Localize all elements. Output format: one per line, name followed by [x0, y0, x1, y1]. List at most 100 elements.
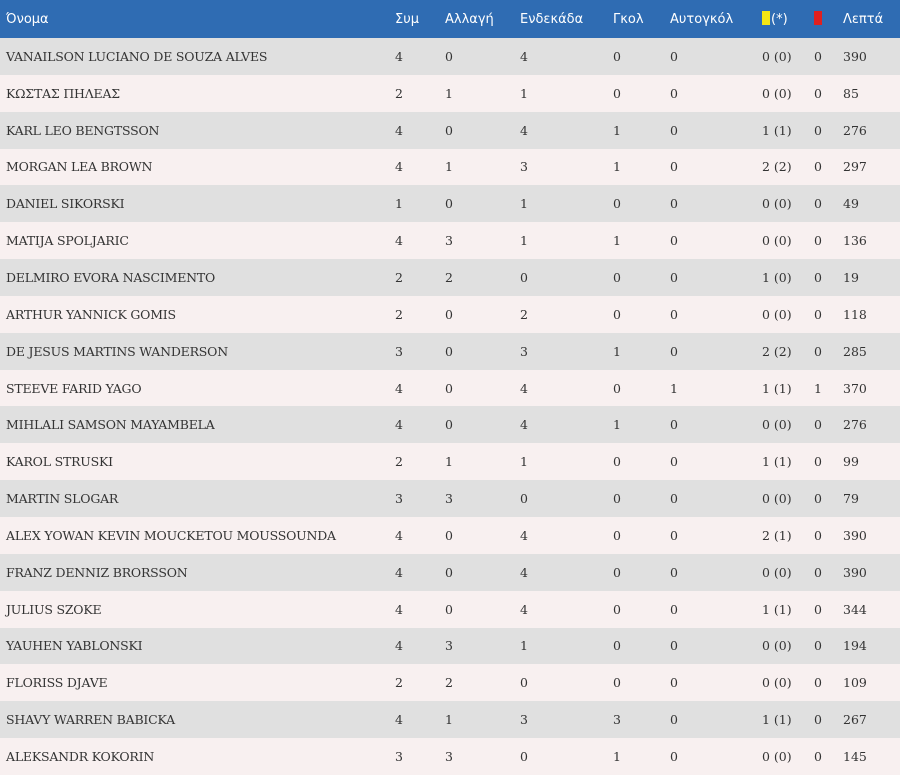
appearances-cell: 2 — [395, 454, 403, 470]
substitutions-cell: 1 — [445, 85, 453, 101]
player-name-cell: DANIEL SIKORSKI — [6, 196, 125, 212]
yellow-cards-cell: 0 (0) — [762, 85, 792, 101]
yellow-cards-cell: 1 (1) — [762, 122, 792, 138]
own-goals-cell: 0 — [670, 196, 678, 212]
goals-cell: 1 — [613, 417, 621, 433]
header-goals[interactable]: Γκολ — [613, 11, 644, 27]
red-cards-cell: 0 — [814, 527, 822, 543]
red-cards-cell: 0 — [814, 712, 822, 728]
appearances-cell: 3 — [395, 748, 403, 764]
header-red-cards[interactable] — [814, 0, 843, 38]
appearances-cell: 4 — [395, 527, 403, 543]
substitutions-cell: 0 — [445, 417, 453, 433]
header-yellow-cards[interactable]: (*) — [762, 0, 814, 38]
yellow-cards-cell: 0 (0) — [762, 748, 792, 764]
table-row: YAUHEN YABLONSKI 4 3 1 0 0 0 (0) 0 194 — [0, 627, 900, 665]
red-cards-cell: 0 — [814, 564, 822, 580]
starting-lineups-cell: 0 — [520, 748, 528, 764]
minutes-cell: 19 — [843, 269, 859, 285]
red-cards-cell: 0 — [814, 48, 822, 64]
minutes-cell: 370 — [843, 380, 867, 396]
red-cards-cell: 0 — [814, 85, 822, 101]
goals-cell: 0 — [613, 196, 621, 212]
minutes-cell: 276 — [843, 122, 867, 138]
goals-cell: 0 — [613, 491, 621, 507]
appearances-cell: 4 — [395, 712, 403, 728]
starting-lineups-cell: 4 — [520, 564, 528, 580]
yellow-cards-cell: 0 (0) — [762, 196, 792, 212]
appearances-cell: 2 — [395, 269, 403, 285]
goals-cell: 0 — [613, 638, 621, 654]
goals-cell: 0 — [613, 601, 621, 617]
red-cards-cell: 0 — [814, 638, 822, 654]
substitutions-cell: 3 — [445, 233, 453, 249]
header-apps[interactable]: Συμ — [395, 11, 420, 27]
player-name-cell: MATIJA SPOLJARIC — [6, 233, 129, 249]
table-row: MATIJA SPOLJARIC 4 3 1 1 0 0 (0) 0 136 — [0, 222, 900, 260]
starting-lineups-cell: 4 — [520, 122, 528, 138]
header-subs[interactable]: Αλλαγή — [445, 11, 494, 27]
substitutions-cell: 2 — [445, 269, 453, 285]
goals-cell: 0 — [613, 85, 621, 101]
red-cards-cell: 0 — [814, 196, 822, 212]
red-cards-cell: 0 — [814, 233, 822, 249]
header-minutes[interactable]: Λεπτά — [843, 11, 884, 27]
own-goals-cell: 1 — [670, 380, 678, 396]
player-name-cell: YAUHEN YABLONSKI — [6, 638, 143, 654]
substitutions-cell: 0 — [445, 527, 453, 543]
goals-cell: 0 — [613, 454, 621, 470]
minutes-cell: 109 — [843, 675, 867, 691]
own-goals-cell: 0 — [670, 159, 678, 175]
yellow-cards-cell: 2 (2) — [762, 343, 792, 359]
goals-cell: 1 — [613, 748, 621, 764]
player-name-cell: SHAVY WARREN BABICKA — [6, 712, 175, 728]
minutes-cell: 390 — [843, 527, 867, 543]
table-row: MIHLALI SAMSON MAYAMBELA 4 0 4 1 0 0 (0) 0 276 — [0, 406, 900, 444]
own-goals-cell: 0 — [670, 638, 678, 654]
substitutions-cell: 0 — [445, 601, 453, 617]
appearances-cell: 3 — [395, 491, 403, 507]
yellow-cards-cell: 0 (0) — [762, 491, 792, 507]
header-name[interactable]: Όνομα — [6, 11, 49, 27]
substitutions-cell: 0 — [445, 380, 453, 396]
yellow-cards-cell: 1 (1) — [762, 454, 792, 470]
appearances-cell: 4 — [395, 564, 403, 580]
starting-lineups-cell: 0 — [520, 675, 528, 691]
table-row: KAROL STRUSKI 2 1 1 0 0 1 (1) 0 99 — [0, 443, 900, 481]
starting-lineups-cell: 0 — [520, 269, 528, 285]
starting-lineups-cell: 3 — [520, 159, 528, 175]
own-goals-cell: 0 — [670, 675, 678, 691]
yellow-cards-cell: 2 (2) — [762, 159, 792, 175]
substitutions-cell: 3 — [445, 748, 453, 764]
yellow-cards-cell: 0 (0) — [762, 306, 792, 322]
header-lineup[interactable]: Ενδεκάδα — [520, 11, 584, 27]
goals-cell: 1 — [613, 343, 621, 359]
appearances-cell: 4 — [395, 159, 403, 175]
minutes-cell: 79 — [843, 491, 859, 507]
starting-lineups-cell: 4 — [520, 48, 528, 64]
red-cards-cell: 0 — [814, 491, 822, 507]
player-name-cell: KAROL STRUSKI — [6, 454, 113, 470]
substitutions-cell: 0 — [445, 196, 453, 212]
own-goals-cell: 0 — [670, 306, 678, 322]
starting-lineups-cell: 1 — [520, 638, 528, 654]
header-yellow-label: (*) — [771, 12, 788, 27]
substitutions-cell: 0 — [445, 48, 453, 64]
header-own-goals[interactable]: Αυτογκόλ — [670, 11, 734, 27]
yellow-cards-cell: 0 (0) — [762, 48, 792, 64]
player-name-cell: KARL LEO BENGTSSON — [6, 122, 160, 138]
minutes-cell: 390 — [843, 48, 867, 64]
starting-lineups-cell: 0 — [520, 491, 528, 507]
goals-cell: 0 — [613, 527, 621, 543]
red-cards-cell: 0 — [814, 159, 822, 175]
appearances-cell: 2 — [395, 306, 403, 322]
appearances-cell: 2 — [395, 85, 403, 101]
red-cards-cell: 0 — [814, 675, 822, 691]
own-goals-cell: 0 — [670, 527, 678, 543]
own-goals-cell: 0 — [670, 85, 678, 101]
yellow-cards-cell: 2 (1) — [762, 527, 792, 543]
player-name-cell: FLORISS DJAVE — [6, 675, 108, 691]
own-goals-cell: 0 — [670, 417, 678, 433]
minutes-cell: 136 — [843, 233, 867, 249]
